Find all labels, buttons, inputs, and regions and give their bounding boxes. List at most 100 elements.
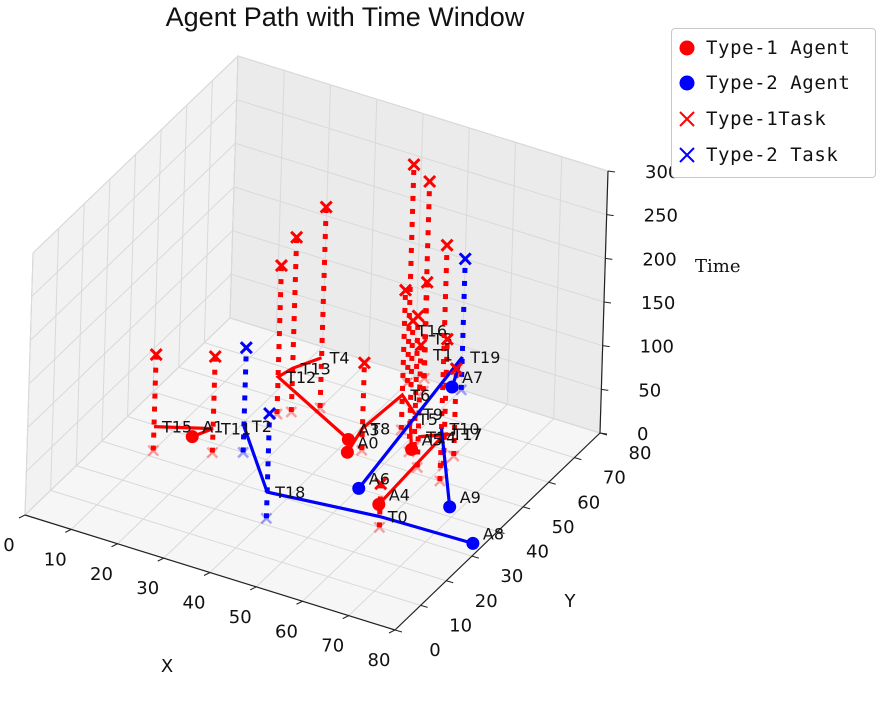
x-tick <box>342 615 349 620</box>
y-tick-label: 30 <box>500 566 523 587</box>
task-time-window-T5 <box>406 320 416 452</box>
y-tick-label: 50 <box>552 517 575 538</box>
x-tick-label: 10 <box>44 549 67 570</box>
y-tick-label: 60 <box>577 492 600 513</box>
task-marker-T9 <box>411 309 425 323</box>
task-base-marker-T15 <box>147 444 160 457</box>
task-marker-T14 <box>414 338 428 352</box>
y-tick <box>497 531 505 534</box>
grid-line <box>27 230 234 429</box>
task-base-marker-T10 <box>433 475 446 487</box>
task-marker-T13 <box>290 230 304 244</box>
task-time-window-T15 <box>150 354 159 451</box>
y-tick <box>574 457 582 461</box>
task-marker-T6 <box>398 283 413 297</box>
agent-label-A0: A0 <box>357 433 378 452</box>
legend-item-type2-task: Type-2 Task <box>672 139 877 173</box>
task-label-T11: T11 <box>220 420 251 439</box>
task-time-window-T9 <box>411 315 421 448</box>
z-tick-label: 100 <box>640 337 674 358</box>
task-label-T4: T4 <box>329 349 350 368</box>
grid-line <box>25 273 232 472</box>
x-tick-label: 70 <box>321 636 344 657</box>
z-tick <box>606 214 614 217</box>
red-x-icon <box>679 111 695 127</box>
chart-title: Agent Path with Time Window <box>165 2 525 32</box>
legend-label: Type-1 Agent <box>706 37 851 59</box>
agent-label-A4: A4 <box>389 485 410 504</box>
task-time-window-T7 <box>451 368 459 457</box>
x-tick <box>388 629 396 634</box>
grid-line <box>204 342 575 459</box>
task-label-T10: T10 <box>448 420 479 439</box>
grid-line <box>31 99 238 298</box>
legend-item-type1-task: Type-1Task <box>672 103 877 137</box>
grid-line <box>28 186 235 385</box>
agent-label-A7: A7 <box>462 368 483 387</box>
task-base-marker-T0 <box>373 521 386 534</box>
grid-line <box>178 366 549 483</box>
task-label-T12: T12 <box>285 368 316 387</box>
task-time-window-T3 <box>420 181 433 392</box>
legend-label: Type-2 Task <box>706 144 839 166</box>
task-marker-T4 <box>319 200 333 214</box>
task-label-T16: T16 <box>416 321 447 340</box>
agent-marker-A0 <box>340 445 354 459</box>
blue-dot-icon <box>679 75 695 91</box>
x-tick <box>250 586 257 591</box>
agent-path-5 <box>357 356 464 490</box>
task-marker-T7 <box>449 362 463 376</box>
task-marker-T18 <box>263 406 277 421</box>
z-tick-label: 300 <box>645 162 679 183</box>
task-time-window-T19 <box>458 258 468 390</box>
agent-marker-A7 <box>445 380 459 394</box>
task-time-window-T10 <box>437 245 450 482</box>
task-marker-T16 <box>407 157 421 172</box>
grid-line <box>348 418 555 616</box>
task-base-marker-T2 <box>237 446 250 459</box>
grid-line <box>233 186 605 303</box>
task-label-T5: T5 <box>417 410 438 429</box>
x-tick <box>65 528 72 533</box>
z-tick <box>607 170 616 173</box>
y-tick-label: 40 <box>526 542 549 563</box>
x-tick <box>157 557 164 562</box>
agent-label-A5: A5 <box>422 430 443 449</box>
x-tick <box>111 543 118 548</box>
agent-marker-A6 <box>352 481 366 495</box>
task-time-window-T13 <box>288 237 300 413</box>
task-label-T13: T13 <box>300 359 331 378</box>
agent-label-A6: A6 <box>369 469 390 488</box>
grid-line <box>302 403 508 602</box>
agent-path-2 <box>346 392 417 454</box>
y-tick <box>446 580 454 584</box>
task-label-T14: T14 <box>425 428 456 447</box>
task-label-T17: T17 <box>451 425 482 444</box>
grid-line <box>236 99 607 216</box>
x-axis-label: X <box>161 656 173 677</box>
task-label-T19: T19 <box>469 348 500 367</box>
agent-marker-A4 <box>372 497 386 511</box>
agent-label-A9: A9 <box>460 488 481 507</box>
y-tick <box>420 604 428 608</box>
z-tick-label: 150 <box>641 293 675 314</box>
agent-marker-A1 <box>185 430 199 444</box>
task-marker-T10 <box>440 238 454 252</box>
y-tick-label: 10 <box>449 615 472 636</box>
z-tick-label: 0 <box>637 424 648 445</box>
task-base-marker-T6 <box>395 424 408 436</box>
task-base-marker-T18 <box>260 512 273 525</box>
agent-label-A1: A1 <box>202 418 223 437</box>
task-marker-T15 <box>149 347 163 362</box>
agent-label-A3: A3 <box>358 421 379 440</box>
x-tick-label: 60 <box>275 621 298 642</box>
x-tick <box>296 600 303 605</box>
task-marker-T17 <box>440 332 454 346</box>
task-time-window-T2 <box>240 347 249 453</box>
x-tick-label: 20 <box>90 564 113 585</box>
grid-line <box>232 230 603 347</box>
task-label-T0: T0 <box>387 507 408 526</box>
z-tick <box>599 432 608 435</box>
grid-line <box>29 142 236 341</box>
